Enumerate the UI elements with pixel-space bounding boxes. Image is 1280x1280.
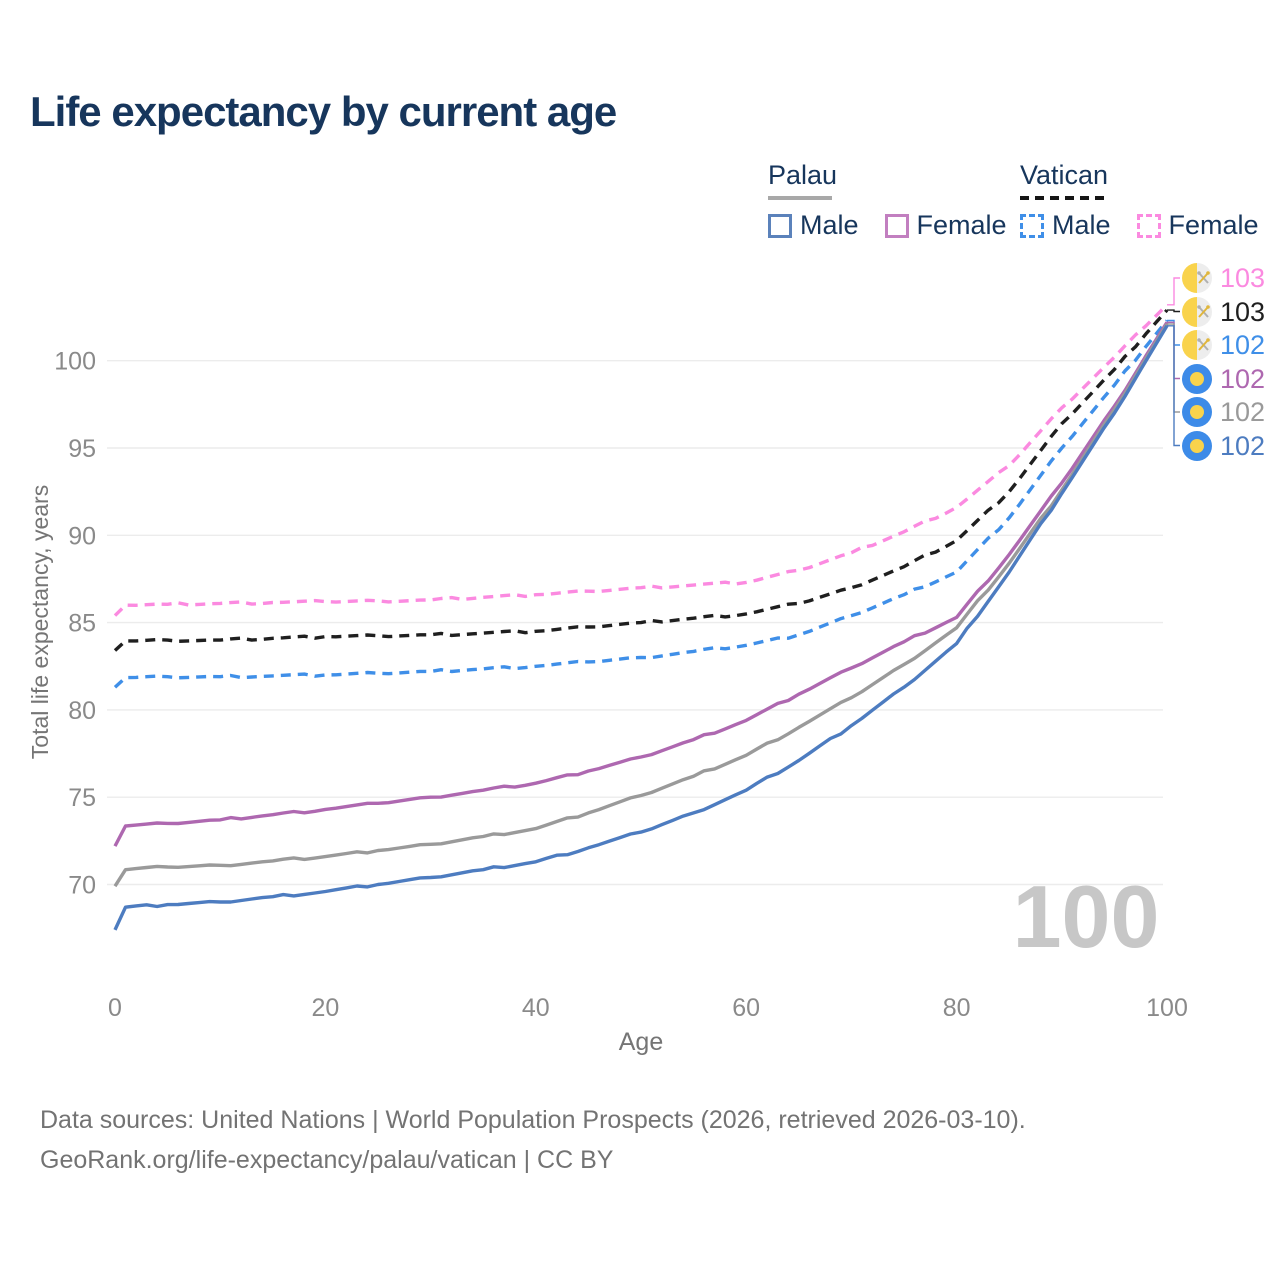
vatican-keys-icon (1197, 271, 1210, 284)
legend-label-palau-female: Female (916, 210, 1007, 240)
age-watermark: 100 (1013, 867, 1160, 966)
leader-line-5 (1167, 325, 1180, 447)
palau-male-swatch-icon (768, 213, 792, 238)
x-tick-40: 40 (522, 994, 550, 1022)
footer-attribution: GeoRank.org/life-expectancy/palau/vatica… (40, 1146, 614, 1174)
footer-data-sources: Data sources: United Nations | World Pop… (40, 1106, 1026, 1134)
legend-underline-palau-solid (768, 196, 832, 200)
end-label-vatican-female: 103 (1182, 262, 1265, 294)
end-label-palau-female: 102 (1182, 363, 1265, 395)
palau-flag-disc (1190, 371, 1204, 386)
vatican-female-swatch-icon (1136, 213, 1161, 238)
leader-line-0 (1167, 277, 1180, 306)
end-label-palau-both-sexes: 102 (1182, 396, 1265, 428)
end-value-vatican-female: 103 (1220, 263, 1266, 293)
palau-flag-disc (1190, 405, 1204, 419)
legend-label-vatican-female: Female (1168, 210, 1259, 240)
end-value-vatican-both-sexes: 103 (1220, 296, 1266, 327)
end-value-palau-both-sexes: 102 (1220, 397, 1266, 427)
legend-item-palau-female[interactable]: Female (884, 210, 1007, 241)
x-tick-100: 100 (1146, 994, 1188, 1022)
vatican-male-swatch-icon (1020, 213, 1044, 238)
end-value-palau-male: 102 (1220, 430, 1266, 461)
legend-label-palau-male: Male (800, 210, 859, 240)
vatican-flag-icon (1182, 263, 1212, 293)
leader-line-1 (1167, 309, 1180, 313)
y-tick-90: 90 (68, 522, 96, 550)
end-label-palau-male: 102 (1182, 430, 1265, 462)
series-line-vatican-both-sexes (113, 308, 1169, 652)
x-tick-60: 60 (732, 994, 760, 1022)
y-tick-75: 75 (68, 784, 96, 812)
series-line-palau-male (113, 324, 1169, 931)
legend-country-vatican: Vatican (1020, 160, 1109, 190)
y-tick-80: 80 (68, 697, 96, 725)
vatican-flag-icon (1182, 296, 1212, 327)
y-tick-70: 70 (68, 872, 96, 900)
x-tick-20: 20 (311, 994, 339, 1022)
palau-flag-icon (1182, 363, 1212, 394)
series-line-palau-female (113, 321, 1169, 847)
legend-item-vatican-male[interactable]: Male (1020, 210, 1111, 241)
end-value-palau-female: 102 (1220, 363, 1266, 394)
palau-female-swatch-icon (884, 213, 909, 238)
end-label-vatican-male: 102 (1182, 329, 1265, 361)
series-line-vatican-male (113, 319, 1169, 689)
legend-group-vatican: Vatican Male Female (1020, 160, 1259, 241)
life-expectancy-chart: 70 75 80 85 90 95 100 0 20 40 60 80 100 Age Total life… (27, 277, 1188, 1056)
y-tick-85: 85 (68, 610, 96, 638)
legend-group-palau: Palau Male Female (768, 160, 1007, 241)
x-axis-title: Age (619, 1028, 663, 1056)
x-tick-80: 80 (943, 994, 971, 1022)
end-value-vatican-male: 102 (1220, 330, 1266, 360)
page-title: Life expectancy by current age (30, 88, 617, 135)
legend-item-palau-male[interactable]: Male (768, 210, 859, 241)
end-label-vatican-both-sexes: 103 (1182, 296, 1265, 328)
legend-item-vatican-female[interactable]: Female (1136, 210, 1259, 241)
y-axis-title: Total life expectancy, years (27, 485, 53, 759)
series-line-palau-both-sexes (113, 323, 1169, 888)
legend-label-vatican-male: Male (1052, 210, 1111, 240)
palau-flag-disc (1190, 438, 1204, 453)
palau-flag-icon (1182, 430, 1212, 461)
legend-country-palau: Palau (768, 160, 838, 190)
series-line-vatican-female (113, 303, 1169, 617)
vatican-keys-icon (1197, 304, 1210, 318)
legend-underline-vatican-dashed (1020, 196, 1108, 200)
y-tick-95: 95 (68, 435, 96, 463)
y-tick-100: 100 (54, 348, 96, 376)
palau-flag-icon (1182, 397, 1212, 427)
vatican-keys-icon (1197, 338, 1210, 351)
vatican-flag-icon (1182, 330, 1212, 360)
x-tick-0: 0 (108, 994, 122, 1022)
